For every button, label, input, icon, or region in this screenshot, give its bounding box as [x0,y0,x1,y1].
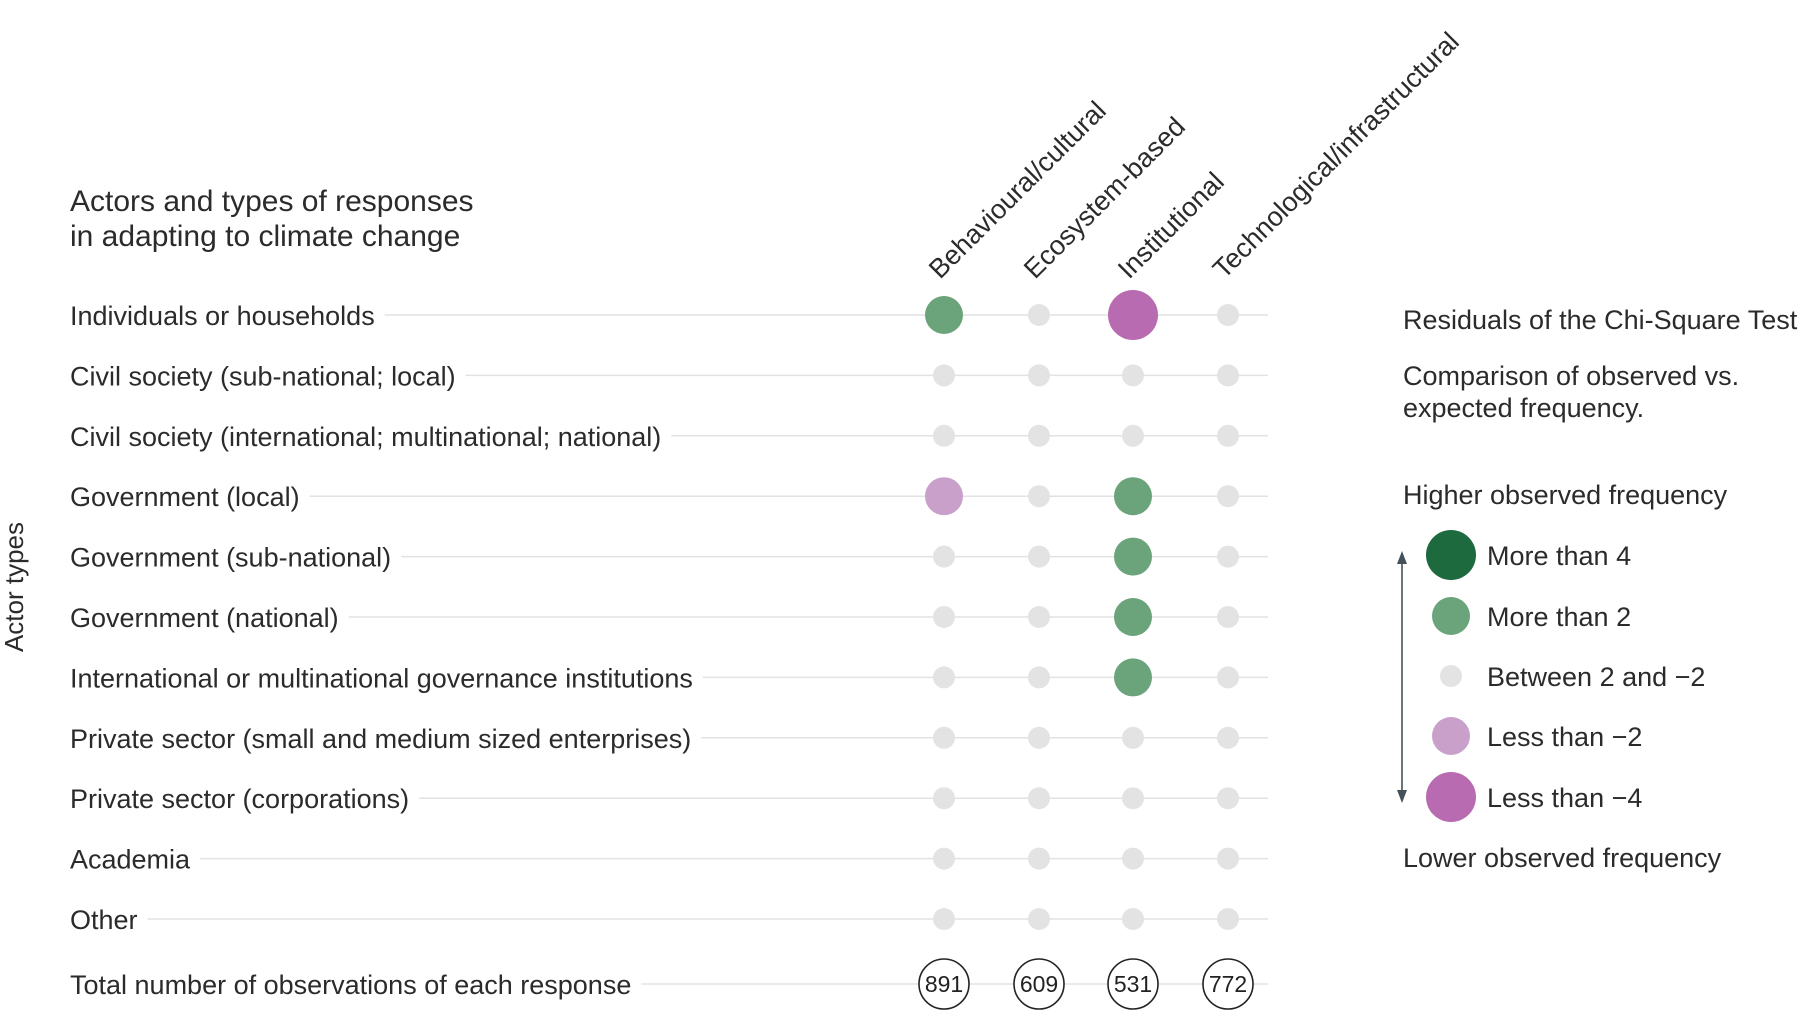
total-ring [918,958,970,1010]
row-label: Private sector (corporations) [70,784,409,814]
total-value: 891 [925,971,963,997]
residual-dot [1028,666,1050,689]
title-line-2: in adapting to climate change [70,220,460,253]
row-label: International or multinational governanc… [70,663,693,693]
residual-dot [933,606,955,628]
legend-swatch [1426,530,1476,580]
column-label: Ecosystem-based [1018,111,1191,284]
residual-dot [1217,787,1239,810]
legend-swatch [1426,772,1476,822]
legend-subtitle-line-2: expected frequency. [1403,393,1644,423]
residual-dot [1108,290,1158,340]
legend-swatch [1432,597,1470,635]
column-label: Technological/infrastructural [1207,26,1465,284]
legend-item-label: Between 2 and −2 [1487,662,1705,692]
totals-row: 891 609 531 772 [918,958,1254,1010]
row-label: Government (national) [70,603,339,633]
residual-dot [925,296,963,334]
total-value: 772 [1209,971,1247,997]
title-line-1: Actors and types of responses [70,185,474,218]
legend-arrow [1397,551,1407,803]
legend-higher-label: Higher observed frequency [1403,480,1728,510]
residual-dot [1217,304,1239,326]
residual-dots [925,290,1239,930]
row-label: Government (sub-national) [70,543,391,573]
residual-dot [1028,545,1050,568]
residual-dot [933,847,955,870]
row-label: Other [70,905,138,935]
legend-title: Residuals of the Chi-Square Test [1403,305,1798,335]
residual-dot [1028,606,1050,628]
legend-subtitle-line-1: Comparison of observed vs. [1403,361,1739,391]
row-label: Civil society (sub-national; local) [70,361,456,391]
legend-lower-label: Lower observed frequency [1403,843,1722,873]
legend-item-label: More than 2 [1487,602,1631,632]
residual-dot [1122,726,1144,749]
row-label: Academia [70,845,191,875]
residual-dot [933,545,955,568]
legend-items: More than 4 More than 2 Between 2 and −2 Le… [1426,530,1705,822]
residual-dot [1122,908,1144,930]
residual-dot [1217,847,1239,870]
row-label: Government (local) [70,482,300,512]
column-labels: Behavioural/culturalEcosystem-basedInsti… [923,26,1465,284]
row-label: Private sector (small and medium sized e… [70,724,691,754]
residual-dot [1217,485,1239,508]
residual-dot [1028,847,1050,870]
residual-dot [1217,726,1239,749]
residual-dot [1122,847,1144,870]
total-value: 531 [1114,971,1152,997]
legend-item-label: More than 4 [1487,541,1631,571]
residual-dot [933,726,955,749]
residual-dot [1028,364,1050,387]
residual-dot [1028,424,1050,447]
residual-dot [1217,666,1239,689]
residual-dot [1114,537,1152,576]
residual-dot [933,666,955,689]
residual-dot [1217,364,1239,387]
legend: Residuals of the Chi-Square Test Compari… [1397,305,1798,873]
legend-item-label: Less than −4 [1487,783,1642,813]
residual-dot [925,477,963,516]
residual-dot [933,787,955,810]
legend-swatch [1440,665,1462,687]
legend-item-label: Less than −2 [1487,722,1642,752]
residual-dot [933,424,955,447]
residual-dot [1028,908,1050,930]
y-axis-title: Actor types [0,522,29,652]
residual-dot [933,908,955,930]
totals-label: Total number of observations of each res… [70,970,631,1000]
residual-dot [1028,726,1050,749]
residual-dot [1028,304,1050,326]
row-label: Individuals or households [70,301,375,331]
total-ring [1107,958,1159,1010]
residual-dot [1028,787,1050,810]
total-ring [1202,958,1254,1010]
residual-dot [1114,477,1152,516]
column-label: Behavioural/cultural [923,95,1112,284]
row-labels: Individuals or households Civil society (… [70,301,693,1000]
residual-dot [1114,598,1152,636]
residual-dot [1217,908,1239,930]
total-value: 609 [1020,971,1058,997]
row-guides [147,314,1268,985]
row-label: Civil society (international; multinatio… [70,422,661,452]
residual-dot [1028,485,1050,508]
residual-dot [1114,658,1152,697]
legend-swatch [1432,717,1470,755]
residual-dot [1217,606,1239,628]
residual-dot [1122,364,1144,387]
residual-dot [1217,424,1239,447]
residual-dot [933,364,955,387]
chart-title: Actors and types of responses in adaptin… [70,185,474,253]
total-ring [1013,958,1065,1010]
residual-dot [1122,787,1144,810]
residual-dot [1122,424,1144,447]
residual-dot [1217,545,1239,568]
